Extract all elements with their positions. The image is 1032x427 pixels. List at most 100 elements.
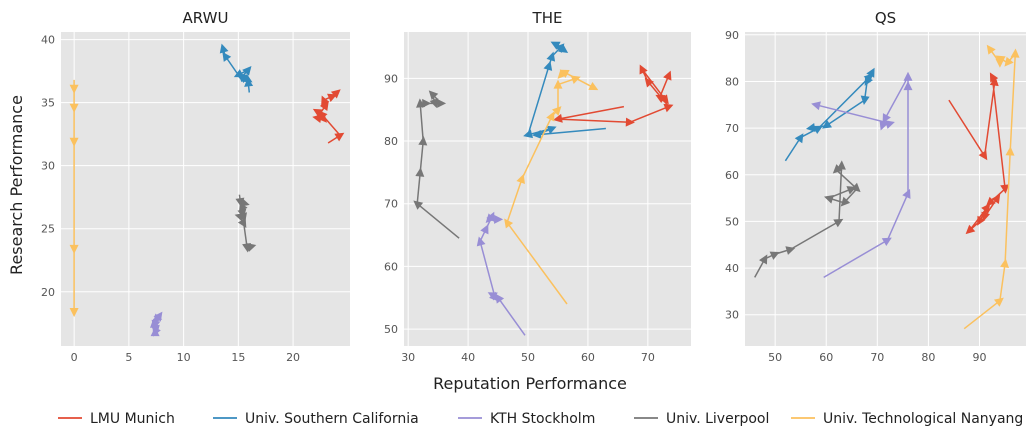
x-tick-label: 40 (461, 351, 475, 364)
data-point-arrow (504, 218, 514, 229)
data-point-arrow (811, 101, 821, 111)
plot-background (404, 32, 691, 346)
data-point-arrow (437, 98, 447, 108)
series-univ-technological-nanyang (963, 44, 1020, 330)
data-point-arrow (1010, 48, 1020, 58)
y-tick-label: 80 (384, 135, 398, 148)
x-tick-label: 80 (921, 351, 935, 364)
data-point-arrow (319, 100, 329, 111)
data-point-arrow (69, 244, 79, 254)
series-univ-liverpool (754, 160, 861, 278)
x-tick-label: 15 (231, 351, 245, 364)
data-point-arrow (993, 297, 1004, 307)
data-point-arrow (242, 66, 252, 76)
data-point-arrow (840, 196, 851, 207)
panel-qs: 50 60 70 80 90 30 40 50 60 70 80 90 QS (725, 9, 1026, 364)
data-point-arrow (553, 113, 563, 123)
data-point-arrow (413, 200, 424, 210)
legend: LMU Munich Univ. Southern California KTH S… (58, 411, 1023, 427)
data-point-arrow (981, 203, 991, 214)
y-tick-label: 60 (725, 169, 739, 182)
series-lmu-munich (553, 64, 674, 127)
data-point-arrow (822, 119, 833, 129)
y-tick-label: 30 (41, 160, 55, 173)
data-point-arrow (989, 72, 999, 83)
data-point-arrow (794, 133, 804, 144)
y-tick-label: 40 (725, 262, 739, 275)
legend-label: Univ. Liverpool (666, 411, 769, 427)
data-point-arrow (663, 103, 674, 113)
series-univ-southern-california (523, 41, 606, 139)
x-tick-label: 10 (177, 351, 191, 364)
data-point-arrow (639, 64, 648, 75)
y-tick-label: 50 (725, 215, 739, 228)
x-tick-label: 30 (401, 351, 415, 364)
plot-background (61, 32, 350, 346)
data-point-arrow (546, 111, 555, 122)
x-tick-label: 0 (71, 351, 78, 364)
series-univ-southern-california (784, 67, 875, 162)
data-point-arrow (1005, 146, 1015, 156)
x-tick-label: 90 (973, 351, 987, 364)
data-point-arrow (986, 44, 996, 55)
data-point-arrow (546, 51, 556, 62)
series-lmu-munich (312, 89, 345, 144)
data-point-arrow (415, 167, 425, 177)
data-point-arrow (866, 67, 875, 78)
data-point-arrow (428, 90, 439, 101)
data-point-arrow (991, 193, 1001, 204)
legend-label: Univ. Southern California (245, 411, 419, 427)
x-axis-label: Reputation Performance (433, 374, 627, 393)
data-point-arrow (321, 95, 330, 106)
data-point-arrow (516, 173, 525, 184)
y-tick-label: 20 (41, 286, 55, 299)
data-point-arrow (312, 108, 323, 118)
data-point-arrow (558, 44, 569, 54)
x-tick-label: 70 (641, 351, 655, 364)
y-axis-label: Research Performance (7, 95, 26, 275)
data-point-arrow (234, 212, 245, 222)
data-point-arrow (659, 94, 669, 105)
x-tick-label: 20 (286, 351, 300, 364)
y-tick-label: 25 (41, 223, 55, 236)
data-point-arrow (1000, 258, 1010, 268)
legend-item-lmu-munich: LMU Munich (58, 411, 175, 427)
series-univ-technological-nanyang (69, 79, 79, 317)
data-point-arrow (785, 246, 796, 255)
data-point-arrow (485, 213, 496, 224)
legend-label: Univ. Technological Nanyang (823, 411, 1023, 427)
data-point-arrow (532, 129, 542, 139)
x-tick-label: 60 (581, 351, 595, 364)
series-univ-southern-california (219, 43, 254, 93)
y-tick-label: 40 (41, 34, 55, 47)
y-tick-label: 50 (384, 323, 398, 336)
x-tick-label: 70 (870, 351, 884, 364)
data-point-arrow (152, 326, 161, 337)
data-point-arrow (543, 61, 553, 71)
x-tick-label: 50 (521, 351, 535, 364)
panel-title: QS (875, 9, 896, 27)
data-point-arrow (644, 77, 654, 88)
data-point-arrow (1004, 56, 1014, 67)
y-tick-label: 90 (384, 72, 398, 85)
data-point-arrow (884, 120, 895, 129)
data-point-arrow (557, 69, 568, 79)
data-point-arrow (977, 215, 986, 226)
legend-item-kth-stockholm: KTH Stockholm (458, 411, 595, 427)
series-kth-stockholm (811, 71, 913, 279)
data-point-arrow (824, 194, 834, 204)
data-point-arrow (330, 89, 341, 99)
data-point-arrow (995, 58, 1005, 68)
data-point-arrow (902, 188, 911, 199)
data-point-arrow (219, 43, 229, 54)
series-univ-liverpool (413, 90, 460, 239)
legend-label: LMU Munich (90, 411, 175, 427)
data-point-arrow (553, 79, 563, 89)
panel-title: THE (532, 9, 563, 27)
data-point-arrow (570, 75, 581, 84)
data-point-arrow (965, 224, 976, 235)
data-point-arrow (550, 41, 561, 50)
data-point-arrow (69, 103, 79, 113)
series-lmu-munich (948, 72, 1010, 235)
series-univ-technological-nanyang (504, 69, 599, 305)
